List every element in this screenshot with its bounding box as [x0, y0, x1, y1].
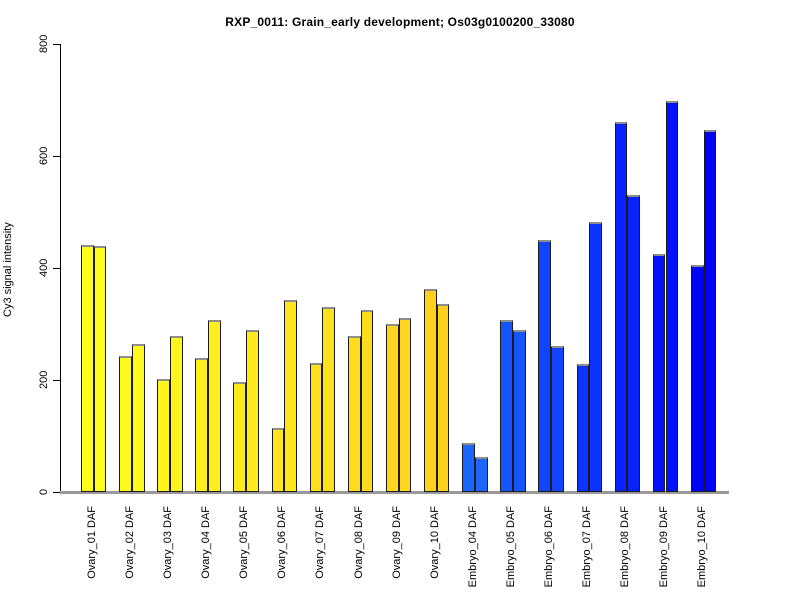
- bar: [233, 381, 247, 492]
- x-tick-label: Embryo_07 DAF: [581, 506, 594, 588]
- bar: [131, 343, 145, 492]
- bar: [398, 318, 412, 492]
- x-tick-label: Embryo_04 DAF: [466, 506, 479, 588]
- y-tick-label: 800: [38, 34, 50, 54]
- bar: [627, 195, 641, 492]
- x-tick-label: Ovary_04 DAF: [200, 506, 213, 579]
- bar: [360, 310, 374, 492]
- x-tick-label: Ovary_07 DAF: [314, 506, 327, 579]
- bar: [690, 265, 704, 492]
- bar: [513, 329, 526, 492]
- bar: [157, 379, 170, 492]
- bar: [614, 121, 628, 492]
- bar: [309, 363, 323, 492]
- x-tick-label: Embryo_05 DAF: [505, 506, 518, 588]
- x-tick-label: Ovary_05 DAF: [238, 506, 251, 579]
- bar: [551, 346, 564, 492]
- y-axis-tick: [53, 267, 60, 269]
- x-tick-label: Ovary_03 DAF: [161, 506, 174, 579]
- bar: [576, 363, 590, 492]
- y-axis-tick: [53, 43, 60, 45]
- y-axis-tick: [53, 379, 60, 381]
- bar: [271, 427, 285, 492]
- bar: [119, 356, 132, 492]
- bar: [93, 246, 107, 492]
- y-tick-label: 200: [38, 370, 50, 390]
- bar: [652, 254, 666, 492]
- y-axis-tick: [53, 491, 60, 493]
- bar: [284, 300, 297, 492]
- y-tick-label: 0: [38, 488, 50, 496]
- bar: [538, 240, 552, 492]
- y-axis-tick: [53, 155, 60, 157]
- bar: [385, 324, 399, 492]
- bar: [347, 335, 361, 492]
- y-tick-label: 400: [38, 258, 50, 278]
- x-tick-label: Ovary_01 DAF: [85, 506, 98, 579]
- bar: [665, 100, 679, 492]
- x-tick-label: Ovary_10 DAF: [428, 506, 441, 579]
- bar: [424, 289, 437, 492]
- x-tick-label: Ovary_06 DAF: [276, 506, 289, 579]
- x-tick-label: Embryo_08 DAF: [619, 506, 632, 588]
- bar: [81, 245, 94, 492]
- bar: [322, 307, 336, 492]
- chart-title: RXP_0011: Grain_early development; Os03g…: [225, 15, 575, 29]
- bar: [500, 320, 513, 492]
- x-tick-label: Ovary_02 DAF: [123, 506, 136, 579]
- bar: [246, 329, 259, 492]
- bar: [169, 335, 183, 492]
- x-tick-label: Embryo_10 DAF: [695, 506, 708, 588]
- bar: [474, 456, 488, 492]
- bar: [195, 358, 209, 492]
- bar: [703, 130, 717, 492]
- x-baseline: [60, 491, 729, 494]
- bar: [589, 222, 602, 492]
- x-tick-label: Ovary_09 DAF: [390, 506, 403, 579]
- y-axis-line: [60, 44, 61, 493]
- x-tick-label: Embryo_06 DAF: [543, 506, 556, 588]
- y-axis-label: Cy3 signal intensity: [2, 222, 14, 318]
- bar: [436, 303, 450, 492]
- x-tick-label: Ovary_08 DAF: [352, 506, 365, 579]
- bar: [462, 443, 475, 492]
- x-tick-label: Embryo_09 DAF: [657, 506, 670, 588]
- y-tick-label: 600: [38, 146, 50, 166]
- bar: [208, 319, 221, 492]
